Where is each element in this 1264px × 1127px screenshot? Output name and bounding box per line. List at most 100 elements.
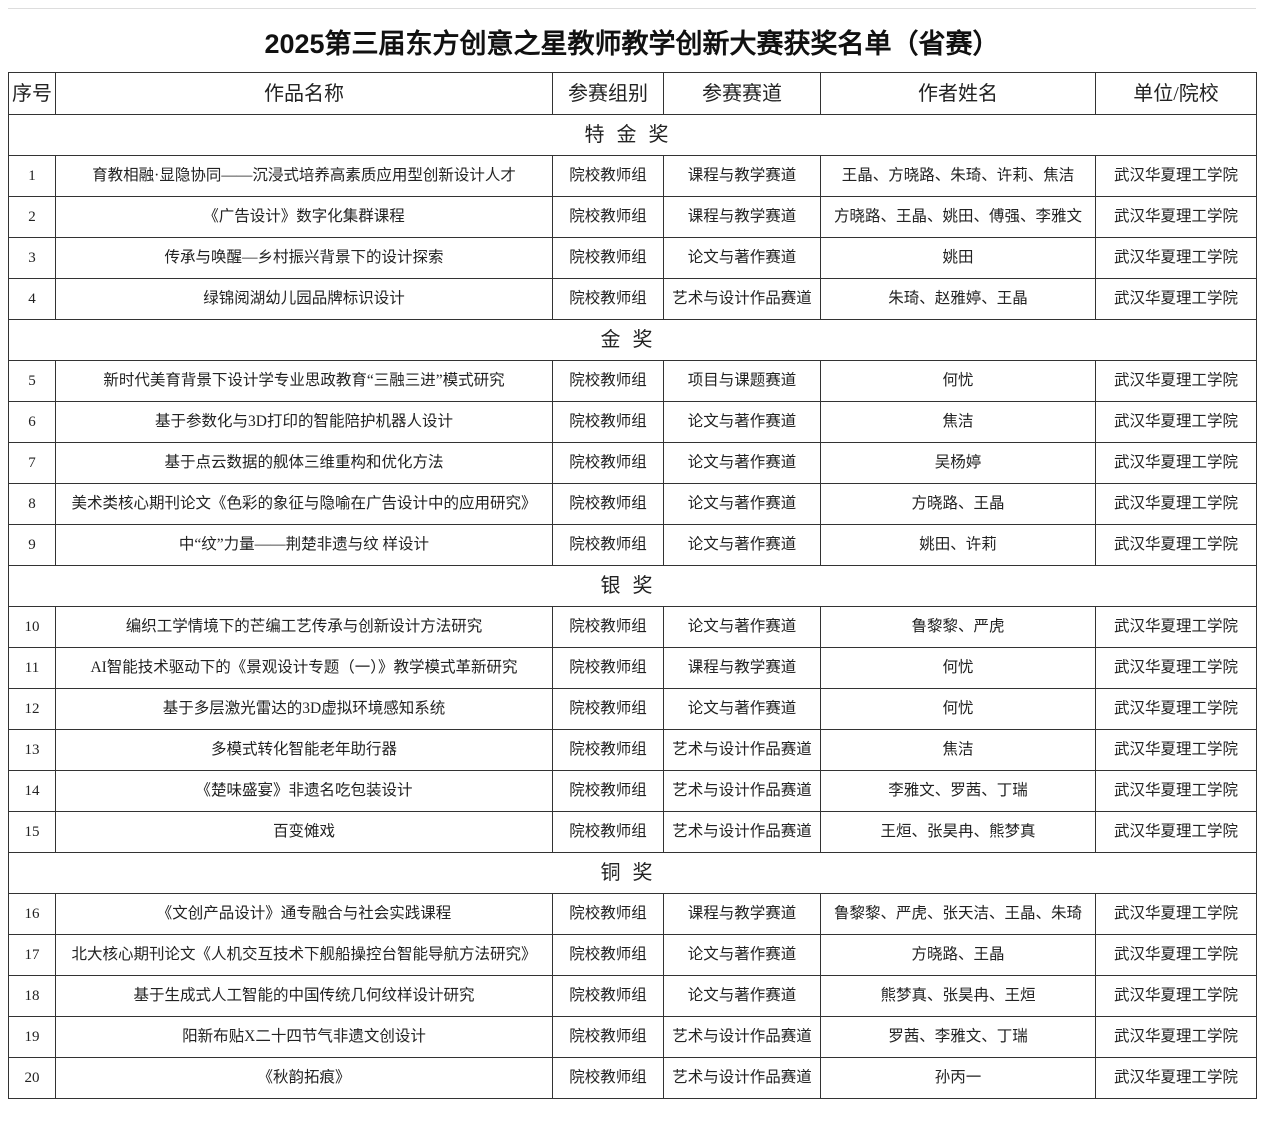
cell-seq: 3 — [8, 237, 56, 279]
cell-institution: 武汉华夏理工学院 — [1095, 401, 1257, 443]
table-row: 13 多模式转化智能老年助行器 院校教师组 艺术与设计作品赛道 焦洁 武汉华夏理工学院 — [8, 729, 1257, 771]
cell-track: 论文与著作赛道 — [663, 934, 821, 976]
cell-seq: 9 — [8, 524, 56, 566]
cell-group: 院校教师组 — [552, 524, 664, 566]
table-row: 3 传承与唤醒—乡村振兴背景下的设计探索 院校教师组 论文与著作赛道 姚田 武汉华夏理工学… — [8, 237, 1257, 279]
cell-group: 院校教师组 — [552, 196, 664, 238]
cell-work-name: 新时代美育背景下设计学专业思政教育“三融三进”模式研究 — [55, 360, 553, 402]
cell-group: 院校教师组 — [552, 442, 664, 484]
document-title: 2025第三届东方创意之星教师教学创新大赛获奖名单（省赛） — [8, 8, 1256, 73]
cell-work-name: 百变傩戏 — [55, 811, 553, 853]
cell-authors: 何忧 — [820, 647, 1096, 689]
cell-institution: 武汉华夏理工学院 — [1095, 606, 1257, 648]
cell-authors: 鲁黎黎、严虎 — [820, 606, 1096, 648]
header-track: 参赛赛道 — [663, 72, 821, 115]
header-institution: 单位/院校 — [1095, 72, 1257, 115]
cell-group: 院校教师组 — [552, 647, 664, 689]
cell-track: 艺术与设计作品赛道 — [663, 278, 821, 320]
cell-institution: 武汉华夏理工学院 — [1095, 770, 1257, 812]
cell-institution: 武汉华夏理工学院 — [1095, 934, 1257, 976]
cell-track: 课程与教学赛道 — [663, 196, 821, 238]
cell-institution: 武汉华夏理工学院 — [1095, 811, 1257, 853]
cell-track: 论文与著作赛道 — [663, 442, 821, 484]
cell-seq: 4 — [8, 278, 56, 320]
cell-authors: 王晶、方晓路、朱琦、许莉、焦洁 — [820, 155, 1096, 197]
table-row: 4 绿锦阅湖幼儿园品牌标识设计 院校教师组 艺术与设计作品赛道 朱琦、赵雅婷、王晶 武汉华… — [8, 278, 1257, 320]
cell-authors: 焦洁 — [820, 401, 1096, 443]
cell-group: 院校教师组 — [552, 729, 664, 771]
cell-group: 院校教师组 — [552, 770, 664, 812]
cell-authors: 鲁黎黎、严虎、张天洁、王晶、朱琦 — [820, 893, 1096, 935]
cell-work-name: 《广告设计》数字化集群课程 — [55, 196, 553, 238]
cell-work-name: 基于参数化与3D打印的智能陪护机器人设计 — [55, 401, 553, 443]
table-row: 15 百变傩戏 院校教师组 艺术与设计作品赛道 王烜、张昊冉、熊梦真 武汉华夏理工学院 — [8, 811, 1257, 853]
cell-track: 艺术与设计作品赛道 — [663, 1057, 821, 1099]
cell-authors: 焦洁 — [820, 729, 1096, 771]
cell-track: 艺术与设计作品赛道 — [663, 729, 821, 771]
cell-track: 课程与教学赛道 — [663, 647, 821, 689]
table-row: 7 基于点云数据的舰体三维重构和优化方法 院校教师组 论文与著作赛道 吴杨婷 武汉华夏理工… — [8, 442, 1257, 484]
cell-authors: 王烜、张昊冉、熊梦真 — [820, 811, 1096, 853]
cell-authors: 姚田 — [820, 237, 1096, 279]
cell-seq: 20 — [8, 1057, 56, 1099]
cell-work-name: 美术类核心期刊论文《色彩的象征与隐喻在广告设计中的应用研究》 — [55, 483, 553, 525]
cell-track: 课程与教学赛道 — [663, 893, 821, 935]
cell-seq: 8 — [8, 483, 56, 525]
cell-work-name: AI智能技术驱动下的《景观设计专题（一）》教学模式革新研究 — [55, 647, 553, 689]
cell-work-name: 《楚味盛宴》非遗名吃包装设计 — [55, 770, 553, 812]
cell-seq: 7 — [8, 442, 56, 484]
award-section-row: 特金奖 — [8, 114, 1257, 156]
cell-group: 院校教师组 — [552, 401, 664, 443]
cell-authors: 朱琦、赵雅婷、王晶 — [820, 278, 1096, 320]
award-section-row: 银奖 — [8, 565, 1257, 607]
table-row: 6 基于参数化与3D打印的智能陪护机器人设计 院校教师组 论文与著作赛道 焦洁 武汉华夏理… — [8, 401, 1257, 443]
cell-seq: 14 — [8, 770, 56, 812]
table-row: 12 基于多层激光雷达的3D虚拟环境感知系统 院校教师组 论文与著作赛道 何忧 武汉华夏理… — [8, 688, 1257, 730]
cell-group: 院校教师组 — [552, 893, 664, 935]
table-row: 2 《广告设计》数字化集群课程 院校教师组 课程与教学赛道 方晓路、王晶、姚田、傅强、李… — [8, 196, 1257, 238]
award-level-label: 特金奖 — [8, 114, 1257, 156]
table-row: 11 AI智能技术驱动下的《景观设计专题（一）》教学模式革新研究 院校教师组 课程与教… — [8, 647, 1257, 689]
cell-seq: 13 — [8, 729, 56, 771]
cell-group: 院校教师组 — [552, 1057, 664, 1099]
cell-group: 院校教师组 — [552, 606, 664, 648]
cell-seq: 17 — [8, 934, 56, 976]
cell-authors: 熊梦真、张昊冉、王烜 — [820, 975, 1096, 1017]
cell-institution: 武汉华夏理工学院 — [1095, 483, 1257, 525]
cell-seq: 1 — [8, 155, 56, 197]
cell-seq: 2 — [8, 196, 56, 238]
cell-seq: 12 — [8, 688, 56, 730]
cell-track: 论文与著作赛道 — [663, 524, 821, 566]
cell-work-name: 多模式转化智能老年助行器 — [55, 729, 553, 771]
table-row: 14 《楚味盛宴》非遗名吃包装设计 院校教师组 艺术与设计作品赛道 李雅文、罗茜、丁瑞武… — [8, 770, 1257, 812]
cell-track: 项目与课题赛道 — [663, 360, 821, 402]
cell-work-name: 育教相融·显隐协同——沉浸式培养高素质应用型创新设计人才 — [55, 155, 553, 197]
award-section-row: 铜奖 — [8, 852, 1257, 894]
cell-group: 院校教师组 — [552, 975, 664, 1017]
cell-seq: 6 — [8, 401, 56, 443]
cell-track: 课程与教学赛道 — [663, 155, 821, 197]
table-row: 8 美术类核心期刊论文《色彩的象征与隐喻在广告设计中的应用研究》 院校教师组 论文与著… — [8, 483, 1257, 525]
cell-work-name: 基于点云数据的舰体三维重构和优化方法 — [55, 442, 553, 484]
cell-work-name: 编织工学情境下的芒编工艺传承与创新设计方法研究 — [55, 606, 553, 648]
cell-group: 院校教师组 — [552, 1016, 664, 1058]
header-authors: 作者姓名 — [820, 72, 1096, 115]
cell-seq: 15 — [8, 811, 56, 853]
award-level-label: 金奖 — [8, 319, 1257, 361]
cell-group: 院校教师组 — [552, 483, 664, 525]
table-row: 20 《秋韵拓痕》 院校教师组 艺术与设计作品赛道 孙丙一 武汉华夏理工学院 — [8, 1057, 1257, 1099]
cell-track: 论文与著作赛道 — [663, 688, 821, 730]
cell-track: 论文与著作赛道 — [663, 483, 821, 525]
cell-work-name: 基于生成式人工智能的中国传统几何纹样设计研究 — [55, 975, 553, 1017]
cell-work-name: 阳新布贴X二十四节气非遗文创设计 — [55, 1016, 553, 1058]
cell-track: 艺术与设计作品赛道 — [663, 811, 821, 853]
cell-institution: 武汉华夏理工学院 — [1095, 442, 1257, 484]
cell-work-name: 传承与唤醒—乡村振兴背景下的设计探索 — [55, 237, 553, 279]
header-group: 参赛组别 — [552, 72, 664, 115]
table-row: 19 阳新布贴X二十四节气非遗文创设计 院校教师组 艺术与设计作品赛道 罗茜、李雅文、丁… — [8, 1016, 1257, 1058]
cell-track: 论文与著作赛道 — [663, 606, 821, 648]
award-table: 序号 作品名称 参赛组别 参赛赛道 作者姓名 单位/院校 特金奖 1 育教相融·显隐… — [8, 72, 1257, 1099]
cell-work-name: 绿锦阅湖幼儿园品牌标识设计 — [55, 278, 553, 320]
cell-group: 院校教师组 — [552, 155, 664, 197]
table-row: 5 新时代美育背景下设计学专业思政教育“三融三进”模式研究 院校教师组 项目与课题赛道… — [8, 360, 1257, 402]
